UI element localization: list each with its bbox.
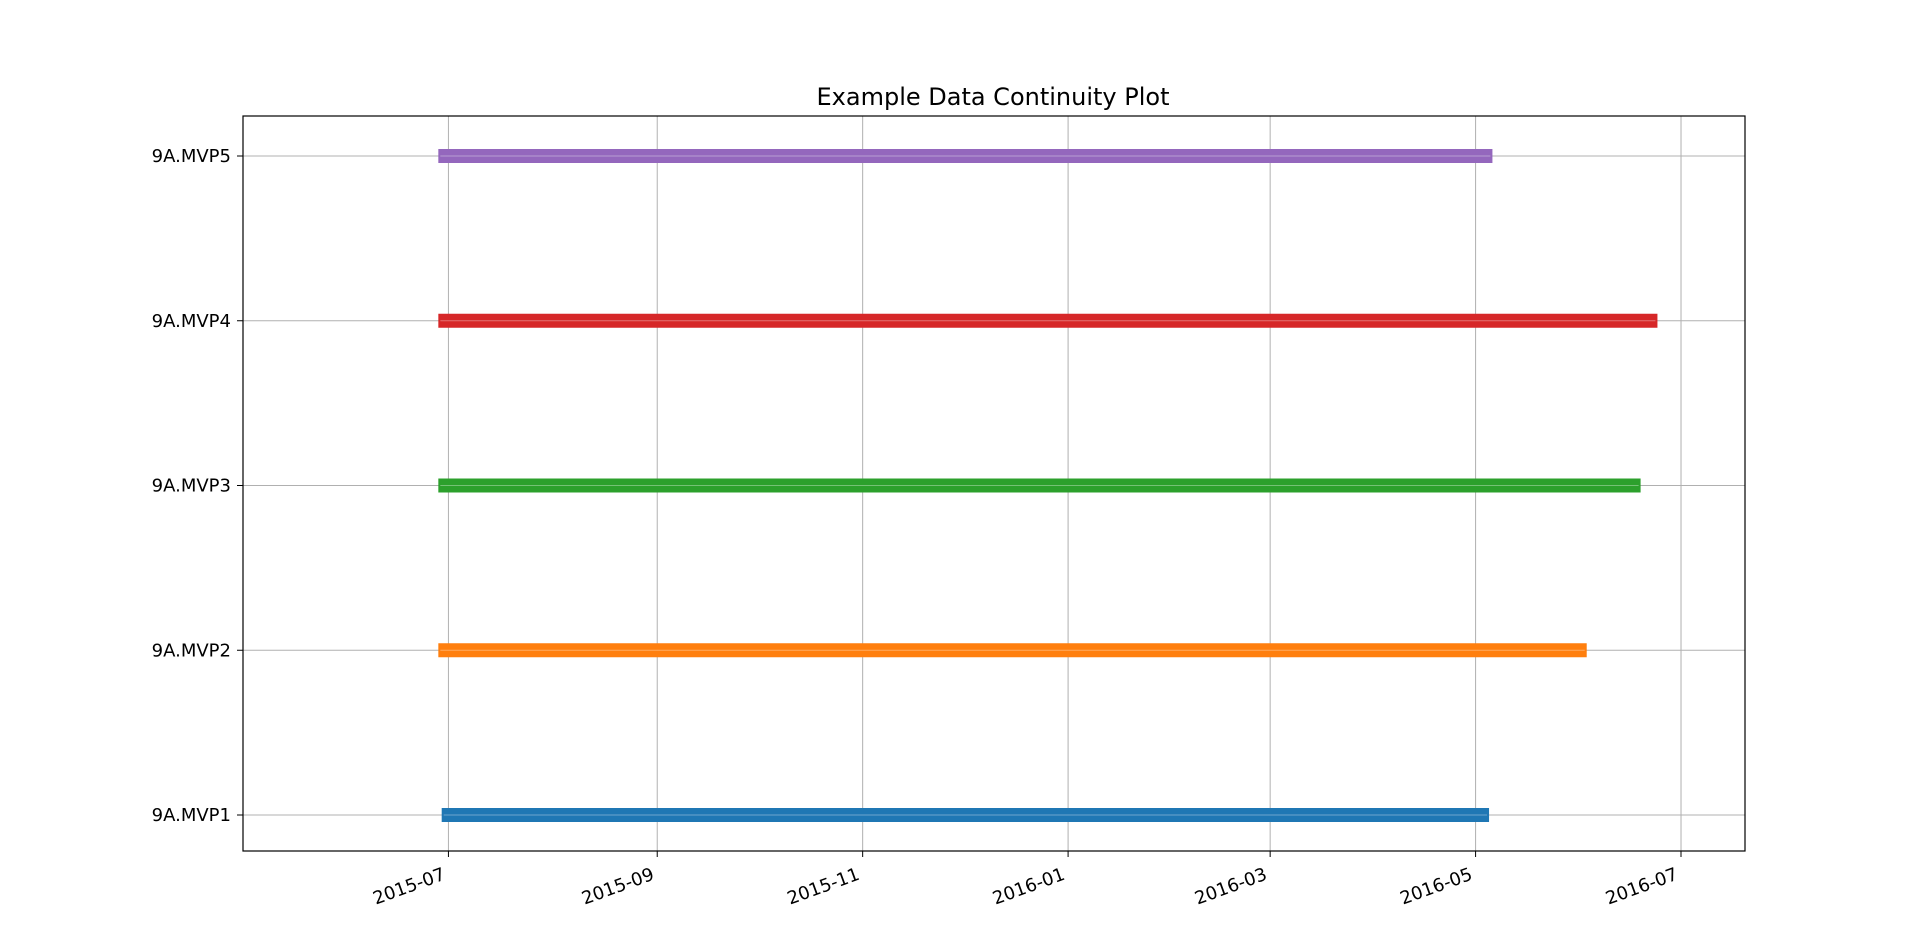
y-tick-label: 9A.MVP2	[152, 640, 231, 661]
x-tick-label: 2016-07	[1603, 864, 1681, 909]
bars-layer	[438, 149, 1658, 822]
series-bar-9a-mvp3	[438, 478, 1641, 493]
series-bar-9a-mvp1	[441, 808, 1490, 822]
x-tick-label: 2016-05	[1397, 864, 1475, 909]
x-tick-label: 2015-07	[370, 864, 448, 909]
y-tick-label: 9A.MVP3	[152, 476, 231, 497]
y-tick-label: 9A.MVP4	[152, 311, 231, 332]
x-tick-label: 2015-11	[785, 864, 863, 909]
x-tick-label: 2016-01	[990, 864, 1068, 909]
x-tick-label: 2015-09	[579, 864, 657, 909]
series-bar-9a-mvp4	[438, 313, 1658, 328]
x-tick-label: 2016-03	[1192, 864, 1270, 909]
series-bar-9a-mvp5	[438, 149, 1493, 163]
plot-frame	[242, 115, 1746, 852]
chart-title: Example Data Continuity Plot	[817, 83, 1170, 111]
y-tick-label: 9A.MVP5	[152, 146, 231, 167]
ticks-layer: 2015-07 2015-09 2015-11 2016-01 2016-03 2016-…	[152, 146, 1682, 909]
y-tick-label: 9A.MVP1	[152, 805, 231, 826]
series-bar-9a-mvp2	[438, 643, 1587, 658]
